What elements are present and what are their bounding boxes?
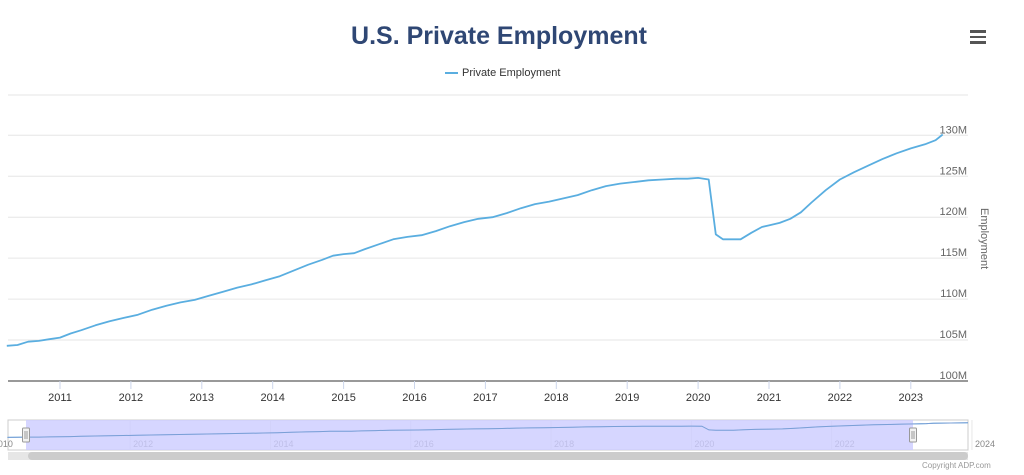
navigator-handle-left[interactable] — [22, 427, 30, 443]
menu-bar — [970, 35, 986, 38]
series-line-private-employment[interactable] — [6, 133, 944, 347]
x-tick-label: 2013 — [190, 392, 214, 404]
menu-bar — [970, 30, 986, 33]
navigator-tick-label: 2010 — [0, 439, 13, 449]
x-tick-label: 2015 — [331, 392, 355, 404]
x-tick-label: 2020 — [686, 392, 710, 404]
navigator[interactable]: 20102012201420162018202020222024 — [0, 419, 995, 460]
x-tick-label: 2021 — [757, 392, 781, 404]
navigator-tick-label: 2024 — [975, 439, 995, 449]
grid-lines — [8, 94, 968, 341]
y-tick-label: 115M — [940, 247, 967, 259]
y-tick-label: 125M — [939, 165, 967, 177]
x-tick-label: 2022 — [828, 392, 852, 404]
x-tick-label: 2019 — [615, 392, 639, 404]
y-axis: 100M 105M 110M 115M 120M 125M 130M — [939, 124, 967, 382]
copyright-text[interactable]: Copyright ADP.com — [922, 461, 991, 470]
navigator-series-overlay — [7, 422, 969, 438]
menu-bar — [970, 41, 986, 44]
y-tick-label: 110M — [940, 288, 967, 300]
x-tick-label: 2017 — [473, 392, 497, 404]
legend-label: Private Employment — [462, 67, 561, 79]
x-tick-label: 2014 — [260, 392, 284, 404]
x-tick-label: 2011 — [48, 392, 72, 404]
navigator-handle-right[interactable] — [909, 427, 917, 443]
plot-area — [6, 133, 944, 347]
scrollbar-thumb[interactable] — [28, 452, 968, 460]
x-tick-label: 2012 — [119, 392, 143, 404]
y-tick-label: 130M — [939, 124, 967, 136]
x-tick-label: 2018 — [544, 392, 568, 404]
hamburger-menu-icon[interactable] — [970, 30, 986, 44]
y-axis-title-text: Employment — [978, 208, 990, 270]
x-tick-label: 2016 — [402, 392, 426, 404]
y-tick-label: 120M — [939, 206, 967, 218]
y-tick-label: 100M — [939, 370, 967, 382]
legend-swatch — [445, 72, 458, 74]
legend-item-private-employment[interactable]: Private Employment — [445, 67, 560, 79]
y-axis-title: Employment — [978, 208, 992, 278]
x-tick-label: 2023 — [899, 392, 923, 404]
y-tick-label: 105M — [939, 329, 967, 341]
chart-title: U.S. Private Employment — [351, 22, 647, 50]
x-axis: 2011 2012 2013 2014 2015 2016 2017 2018 2019 2020… — [8, 380, 968, 404]
